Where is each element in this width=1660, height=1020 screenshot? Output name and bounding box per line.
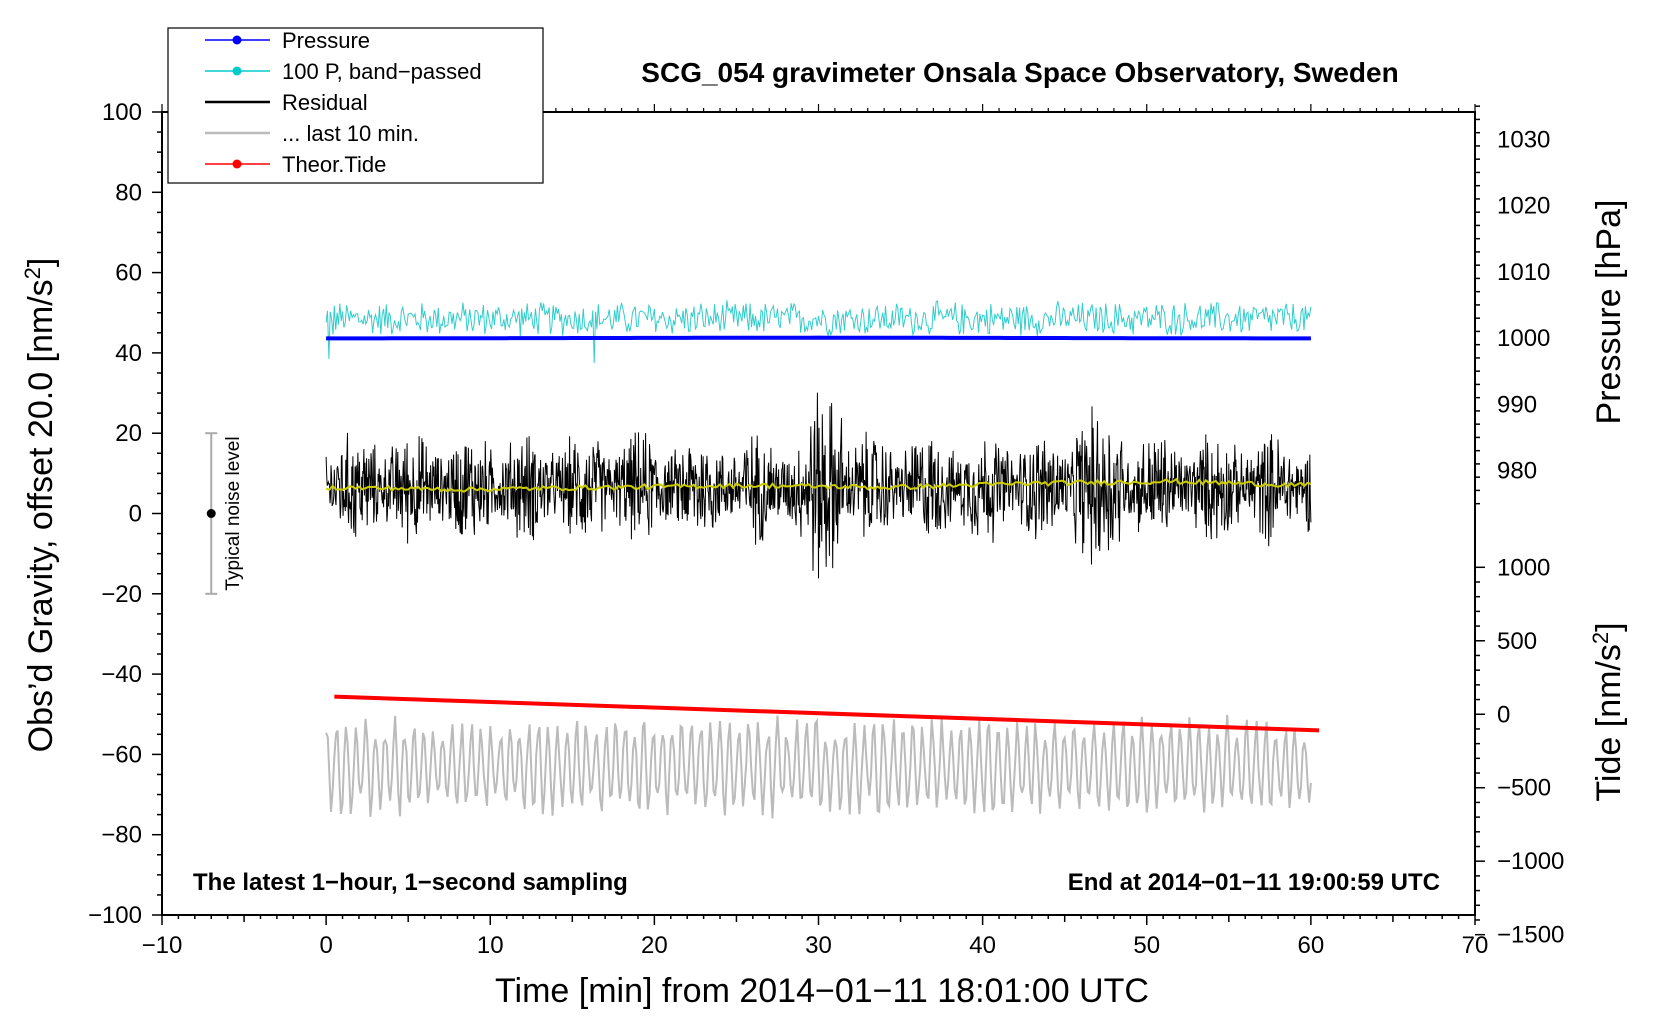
y-tick-label: 40 xyxy=(115,340,142,367)
tide-tick-label: 500 xyxy=(1497,628,1537,655)
residual-smoothed-line xyxy=(325,477,1312,493)
x-axis-label: Time [min] from 2014−01−11 18:01:00 UTC xyxy=(495,972,1149,1010)
x-tick-label: 40 xyxy=(969,932,996,959)
legend-marker xyxy=(232,159,242,169)
y-tick-label: −80 xyxy=(101,822,142,849)
note-latest-hour: The latest 1−hour, 1−second sampling xyxy=(193,869,628,896)
chart-title: SCG_054 gravimeter Onsala Space Observat… xyxy=(641,57,1398,88)
x-tick-label: 30 xyxy=(805,932,832,959)
theoretical-tide-line xyxy=(334,694,1320,733)
tide-tick-label: 0 xyxy=(1497,701,1510,728)
pressure-tick-label: 990 xyxy=(1497,391,1537,418)
last-10-min-line xyxy=(325,714,1312,819)
y-tick-label: 60 xyxy=(115,260,142,287)
pressure-tick-label: 980 xyxy=(1497,458,1537,485)
tide-tick-label: −500 xyxy=(1497,775,1551,802)
legend-box xyxy=(167,27,544,184)
y-tick-label: −60 xyxy=(101,741,142,768)
legend-label: 100 P, band−passed xyxy=(282,59,482,84)
y-tick-label: −20 xyxy=(101,581,142,608)
x-tick-label: 60 xyxy=(1298,932,1325,959)
pressure-tick-label: 1000 xyxy=(1497,325,1550,352)
y-tick-label: 80 xyxy=(115,179,142,206)
noise-bar-center-dot xyxy=(206,509,216,518)
legend-marker xyxy=(232,35,242,45)
tide-tick-label: −1500 xyxy=(1497,922,1564,949)
residual-line xyxy=(325,392,1312,579)
x-tick-label: 20 xyxy=(641,932,668,959)
legend-marker xyxy=(232,66,242,76)
legend-label: Residual xyxy=(282,90,368,115)
y-tick-label: 20 xyxy=(115,420,142,447)
note-end-time: End at 2014−01−11 19:00:59 UTC xyxy=(1068,869,1440,896)
y-axis-label-pressure: Pressure [hPa] xyxy=(1590,200,1628,425)
pressure-tick-label: 1030 xyxy=(1497,126,1550,153)
x-tick-label: 50 xyxy=(1133,932,1160,959)
axes: −10 0 10 20 30 40 50 60 70−100−80−60−40−20020406… xyxy=(88,99,1564,959)
x-tick-label: 70 xyxy=(1462,932,1489,959)
y-axis-label-left: Obs’d Gravity, offset 20.0 [nm/s2] xyxy=(20,258,60,753)
bandpassed-pressure-line xyxy=(325,300,1312,363)
legend: Pressure 100 P, band−passed Residual ... la… xyxy=(167,27,544,184)
x-tick-label: 10 xyxy=(477,932,504,959)
data-traces xyxy=(325,300,1320,819)
tide-tick-label: −1000 xyxy=(1497,848,1564,875)
y-tick-label: −100 xyxy=(88,902,142,929)
y-tick-label: −40 xyxy=(101,661,142,688)
y-tick-label: 100 xyxy=(102,99,142,126)
legend-label: Theor.Tide xyxy=(282,152,386,177)
x-tick-label: −10 xyxy=(142,932,183,959)
legend-label: ... last 10 min. xyxy=(282,121,419,146)
noise-level-label: Typical noise level xyxy=(223,436,244,590)
pressure-tick-label: 1020 xyxy=(1497,193,1550,220)
pressure-line xyxy=(326,335,1311,341)
y-axis-label-tide: Tide [nm/s2] xyxy=(1588,622,1628,801)
pressure-tick-label: 1010 xyxy=(1497,259,1550,286)
y-tick-label: 0 xyxy=(129,501,142,528)
x-tick-label: 0 xyxy=(319,932,332,959)
legend-label: Pressure xyxy=(282,28,370,53)
noise-level-indicator xyxy=(205,432,218,595)
tide-tick-label: 1000 xyxy=(1497,554,1550,581)
